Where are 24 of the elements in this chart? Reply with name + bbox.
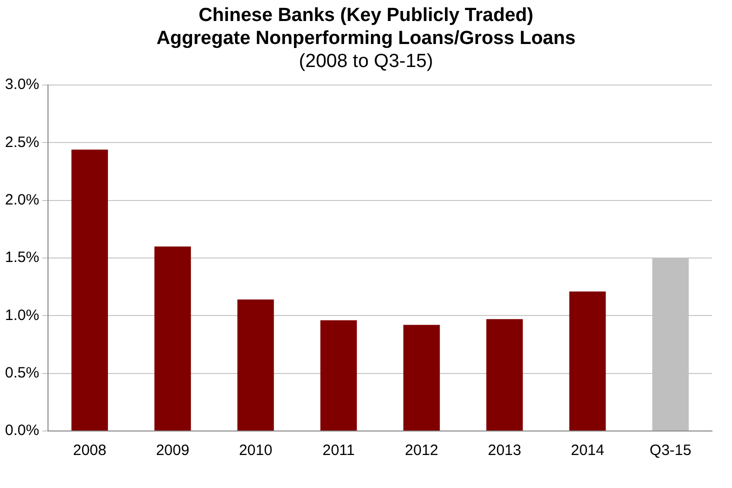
bar — [403, 324, 440, 430]
bar — [320, 320, 357, 430]
bar — [237, 300, 274, 430]
x-tick-label: 2011 — [322, 442, 355, 460]
x-tick-label: 2012 — [404, 442, 438, 460]
x-tick-label: 2010 — [238, 442, 272, 460]
bar — [486, 319, 523, 430]
chart-subtitle: (2008 to Q3-15) — [298, 50, 434, 73]
x-tick-label: 2014 — [570, 442, 604, 460]
y-tick-label: 1.0% — [4, 306, 40, 324]
bar — [154, 246, 191, 430]
x-tick-label: Q3-15 — [650, 442, 692, 460]
bar — [569, 291, 606, 430]
y-tick-label: 0.5% — [4, 364, 40, 382]
y-tick-label: 3.0% — [4, 76, 40, 94]
x-tick-label: 2008 — [72, 442, 106, 460]
x-tick-label: 2009 — [156, 442, 190, 460]
y-tick-label: 1.5% — [4, 249, 40, 266]
x-tick-label: 2013 — [488, 442, 522, 460]
chart-title: Chinese Banks (Key Publicly Traded) Aggregate Nonperforming Loans/Gross Loans — [155, 4, 577, 50]
bar — [71, 150, 108, 430]
y-tick-label: 2.5% — [4, 134, 40, 151]
y-tick-label: 0.0% — [4, 422, 40, 440]
y-tick-label: 2.0% — [4, 191, 40, 208]
